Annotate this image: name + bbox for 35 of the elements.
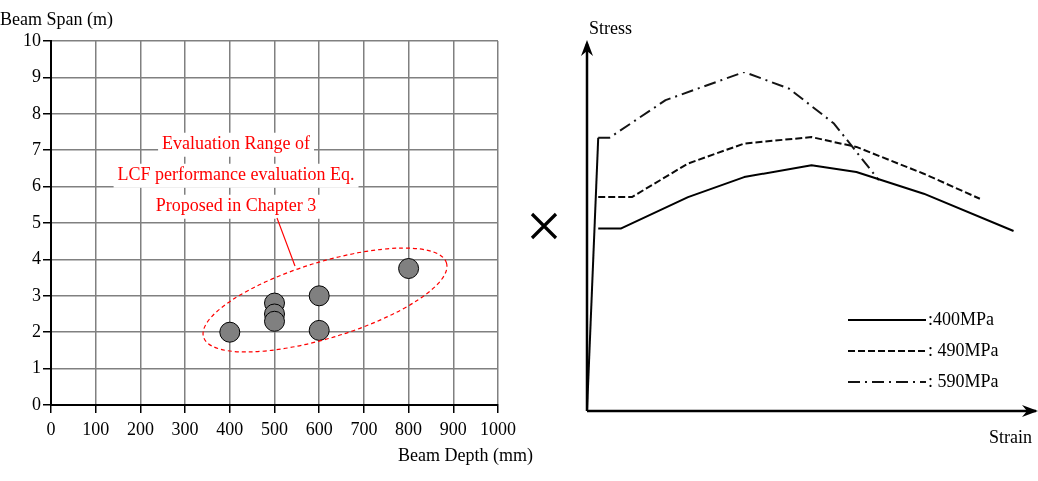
x-tick-label: 100 <box>82 418 110 439</box>
point <box>264 310 285 332</box>
x-tick-label: 500 <box>261 418 288 439</box>
y-tick-label: 7 <box>32 138 41 159</box>
y-tick-label: 0 <box>32 393 41 414</box>
y-tick-label: 9 <box>32 66 41 87</box>
x-tick-label: 600 <box>305 418 333 439</box>
y-tick-label: 8 <box>32 102 41 123</box>
y-tick-label: 10 <box>23 29 41 50</box>
x-tick-label: 1000 <box>480 418 516 439</box>
y-tick-label: 5 <box>32 211 41 232</box>
y-tick-label: 4 <box>32 248 41 269</box>
y-tick-label: 1 <box>32 357 41 378</box>
point <box>308 319 330 341</box>
x-tick-label: 400 <box>216 418 244 439</box>
point <box>308 285 330 307</box>
x-tick-label: 200 <box>126 418 154 439</box>
x-tick-label: 800 <box>395 418 423 439</box>
point <box>398 258 420 279</box>
legend-label: :400MPa <box>928 308 995 329</box>
x-tick-label: 0 <box>46 418 56 439</box>
annotation: Evaluation Range of LCF performance evaluation Eq. Proposed in Chapter 3 <box>117 133 355 216</box>
x-tick-label: 900 <box>439 418 467 439</box>
y-tick-label: 2 <box>32 320 41 341</box>
x-axis-title: Beam Depth (mm) <box>398 444 533 466</box>
x-tick-label: 300 <box>171 418 199 439</box>
y-axis-title: Beam Span (m) <box>0 8 113 30</box>
legend-label: : 590MPa <box>928 370 999 391</box>
x-tick-label: 700 <box>350 418 378 439</box>
y-axis-title: Stress <box>589 17 633 38</box>
legend-label: : 490MPa <box>928 339 999 360</box>
x-axis-title: Strain <box>989 426 1032 447</box>
y-tick-label: 6 <box>32 175 41 196</box>
point <box>219 321 241 343</box>
y-tick-label: 3 <box>32 284 41 305</box>
